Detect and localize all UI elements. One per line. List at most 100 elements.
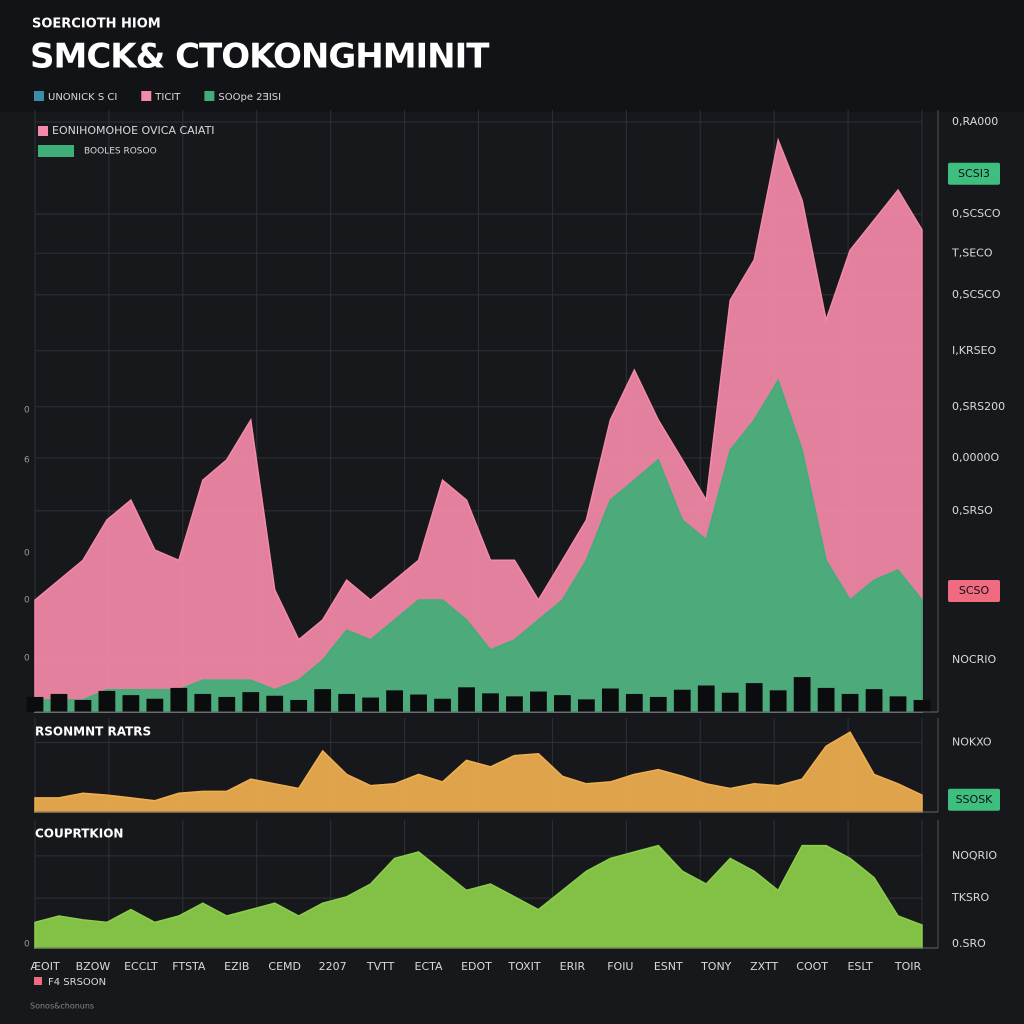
- volume-bar: [314, 689, 332, 712]
- title: SMCK& CTOKONGHMINIT: [30, 37, 490, 77]
- legend-swatch: [34, 977, 42, 985]
- x-tick-label: ZXTT: [750, 960, 778, 973]
- legend-label: F4 SRSOON: [48, 977, 106, 988]
- volume-bar: [98, 690, 116, 712]
- volume-bar: [745, 683, 763, 712]
- footer: Sonos&chonuns: [30, 1002, 94, 1011]
- left-label: 0: [24, 654, 30, 664]
- volume-bar: [170, 687, 188, 712]
- volume-bar: [793, 677, 811, 712]
- legend-label: SOOpe 2ƎISI: [218, 92, 281, 103]
- volume-bar: [554, 695, 571, 712]
- volume-bar: [506, 696, 523, 712]
- legend-label: TICIT: [154, 92, 181, 103]
- x-tick-label: ECTA: [415, 960, 443, 973]
- y-tick-label: 0,0000O: [952, 451, 999, 464]
- legend-swatch: [204, 91, 215, 101]
- y-tick-label: 0,SRS200: [952, 400, 1005, 413]
- volume-bar: [266, 695, 284, 712]
- left-label: 0: [24, 596, 30, 606]
- x-tick-label: ECCLT: [124, 960, 158, 973]
- volume-bar: [577, 699, 595, 712]
- area: [34, 731, 923, 813]
- y-tick-label: 0,RA000: [952, 115, 998, 128]
- volume-bar: [338, 693, 356, 712]
- x-tick-label: TOXIT: [507, 960, 540, 973]
- x-tick-label: ÆOIT: [30, 960, 60, 973]
- badge-label: SCSO: [959, 584, 990, 597]
- x-tick-label: COOT: [796, 960, 828, 973]
- volume-bar: [410, 694, 427, 712]
- y-tick-label: I,KRSEO: [952, 344, 997, 357]
- legend-swatch: [38, 126, 48, 136]
- volume-bar: [122, 695, 140, 712]
- left-label: 6: [24, 456, 30, 466]
- left-label: 0: [24, 406, 30, 416]
- y-tick-label: NOCRIO: [952, 653, 996, 666]
- volume-bar: [386, 690, 403, 712]
- x-tick-label: EZIB: [224, 960, 249, 973]
- volume-bar: [625, 693, 643, 712]
- legend-swatch: [38, 145, 74, 157]
- left-label: 0: [24, 940, 30, 950]
- legend-label: BOOLES ROSOO: [84, 147, 157, 157]
- volume-bar: [530, 691, 547, 712]
- y-tick-label: 0,SRSO: [952, 504, 993, 517]
- panel-title: RSONMNT RATRS: [35, 725, 151, 739]
- x-tick-label: BZOW: [76, 960, 111, 973]
- panel-title: COUPRTKION: [35, 827, 123, 841]
- x-tick-label: ERIR: [560, 960, 586, 973]
- volume-bar: [865, 689, 883, 712]
- volume-bar: [290, 699, 308, 712]
- area: [34, 844, 923, 949]
- volume-bar: [817, 687, 835, 712]
- volume-bar: [601, 688, 619, 712]
- left-label: 0: [24, 549, 30, 559]
- badge-label: SSOSK: [956, 793, 994, 806]
- volume-bar: [913, 699, 931, 712]
- volume-bar: [146, 698, 164, 712]
- volume-bar: [434, 698, 451, 712]
- x-tick-label: EDOT: [461, 960, 492, 973]
- volume-bar: [194, 693, 212, 712]
- volume-bar: [721, 692, 739, 712]
- volume-bar: [482, 693, 499, 712]
- volume-bar: [50, 693, 68, 712]
- y-tick-label: 0,SCSCO: [952, 207, 1001, 220]
- volume-bar: [362, 697, 380, 712]
- badge-label: SCSI3: [958, 167, 990, 180]
- volume-bar: [841, 693, 859, 712]
- volume-bar: [649, 696, 667, 712]
- legend-label: UNONICK S CI: [48, 92, 117, 103]
- volume-bar: [673, 689, 691, 712]
- legend-swatch: [141, 91, 152, 101]
- x-tick-label: 2207: [319, 960, 347, 973]
- y-tick-label: 0.SRO: [952, 937, 986, 950]
- x-tick-label: CEMD: [268, 960, 301, 973]
- y-tick-label: NOKXO: [952, 735, 992, 748]
- area: [34, 378, 923, 713]
- volume-bar: [242, 692, 260, 712]
- y-tick-label: 0,SCSCO: [952, 288, 1001, 301]
- volume-bar: [889, 696, 907, 712]
- badge: [948, 579, 1000, 602]
- kicker: SOERCIOTH HIOM: [32, 17, 161, 32]
- legend-swatch: [34, 91, 44, 101]
- volume-bar: [769, 690, 787, 712]
- x-tick-label: ESLT: [847, 960, 873, 973]
- x-tick-label: FTSTA: [172, 960, 206, 973]
- x-tick-label: TVTT: [366, 960, 395, 973]
- x-tick-label: ESNT: [654, 960, 683, 973]
- volume-bar: [458, 687, 475, 712]
- volume-bar: [26, 696, 44, 712]
- volume-bar: [218, 696, 236, 712]
- badge: [948, 162, 1000, 185]
- legend-label: EONIHOMOHOE OVICA CAIATI: [52, 124, 215, 137]
- badge: [948, 788, 1000, 811]
- x-tick-label: FOIU: [607, 960, 633, 973]
- volume-bar: [697, 685, 715, 712]
- y-tick-label: TKSRO: [951, 891, 990, 904]
- x-tick-label: TOIR: [894, 960, 922, 973]
